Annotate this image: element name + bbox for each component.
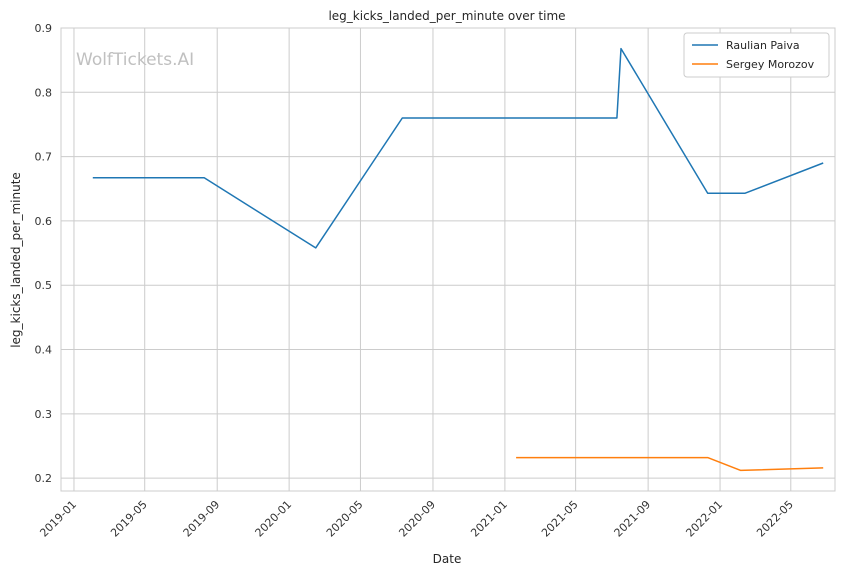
legend: Raulian Paiva Sergey Morozov — [683, 32, 830, 78]
plot-area — [60, 27, 836, 492]
x-axis-ticks: 2019-01 2019-05 2019-09 2020-01 2020-05 2020-… — [37, 498, 796, 540]
y-tick-label: 0.3 — [35, 408, 53, 421]
legend-label: Raulian Paiva — [726, 39, 800, 52]
series-line-0 — [92, 47, 824, 249]
y-tick-label: 0.7 — [35, 151, 53, 164]
y-axis-title: leg_kicks_landed_per_minute — [9, 172, 23, 348]
y-tick-label: 0.5 — [35, 279, 53, 292]
x-tick-label: 2021-05 — [539, 498, 581, 540]
y-tick-label: 0.2 — [35, 472, 53, 485]
chart-title: leg_kicks_landed_per_minute over time — [328, 9, 565, 23]
watermark: WolfTickets.AI — [76, 50, 194, 70]
x-tick-label: 2020-05 — [324, 498, 366, 540]
x-axis-title: Date — [433, 552, 462, 566]
y-tick-label: 0.4 — [35, 344, 53, 357]
y-tick-label: 0.9 — [35, 22, 53, 35]
y-axis-ticks: 0.2 0.3 0.4 0.5 0.6 0.7 0.8 0.9 — [35, 22, 53, 485]
x-tick-label: 2020-01 — [253, 498, 295, 540]
series-line-1 — [516, 456, 824, 472]
y-tick-label: 0.6 — [35, 215, 53, 228]
x-tick-label: 2019-01 — [37, 498, 79, 540]
x-tick-label: 2020-09 — [396, 498, 438, 540]
gridlines — [61, 27, 835, 491]
legend-box — [683, 32, 830, 78]
series-lines — [92, 47, 824, 472]
x-tick-label: 2022-05 — [754, 498, 796, 540]
y-tick-label: 0.8 — [35, 86, 53, 99]
x-tick-label: 2019-09 — [181, 498, 223, 540]
x-tick-label: 2021-09 — [612, 498, 654, 540]
x-tick-label: 2022-01 — [683, 498, 725, 540]
x-tick-label: 2019-05 — [108, 498, 150, 540]
x-tick-label: 2021-01 — [468, 498, 510, 540]
legend-label: Sergey Morozov — [726, 58, 815, 71]
